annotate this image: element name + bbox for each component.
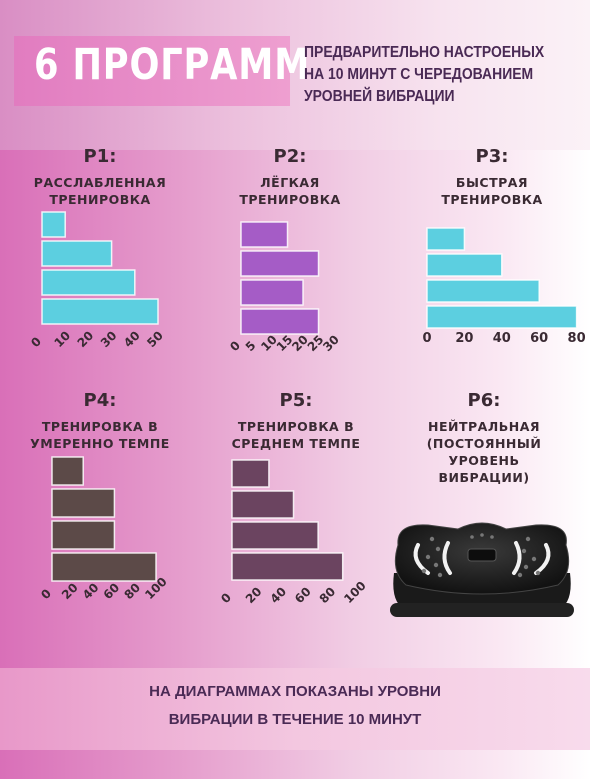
program-name-line: СРЕДНЕМ ТЕМПЕ <box>231 436 361 451</box>
subtitle-line: ПРЕДВАРИТЕЛЬНО НАСТРОЕНЫХ <box>304 44 545 61</box>
x-tick-label: 40 <box>267 584 289 606</box>
x-tick-label: 80 <box>568 331 586 346</box>
program-p1-label: P1: РАССЛАБЛЕННАЯ ТРЕНИРОВКА <box>0 146 200 208</box>
footer-line: ВИБРАЦИИ В ТЕЧЕНИЕ 10 МИНУТ <box>168 711 422 728</box>
program-code: P3: <box>475 146 509 167</box>
subtitle-line: УРОВНЕЙ ВИБРАЦИИ <box>304 88 455 105</box>
x-tick-label: 0 <box>218 590 234 606</box>
chart-bar <box>41 298 159 325</box>
chart-bar <box>231 490 295 519</box>
program-p4-label: P4: ТРЕНИРОВКА В УМЕРЕННО ТЕМПЕ <box>0 390 200 452</box>
chart-bar <box>426 227 466 251</box>
program-name-line: УМЕРЕННО ТЕМПЕ <box>30 436 170 451</box>
x-tick-label: 20 <box>243 584 265 606</box>
program-name-line: ТРЕНИРОВКА <box>49 192 151 207</box>
chart-bar <box>51 520 116 550</box>
x-tick-label: 40 <box>493 331 511 346</box>
chart-bar <box>240 250 320 277</box>
chart-bar <box>231 459 270 488</box>
chart-bar <box>240 279 304 306</box>
program-name-line: ЛЁГКАЯ <box>260 175 320 190</box>
chart-bar <box>51 488 116 518</box>
program-code: P2: <box>273 146 307 167</box>
chart-bar <box>51 456 84 486</box>
program-p5-label: P5: ТРЕНИРОВКА В СРЕДНЕМ ТЕМПЕ <box>196 390 396 452</box>
program-p6-label: P6: НЕЙТРАЛЬНАЯ (ПОСТОЯННЫЙ УРОВЕНЬ ВИБР… <box>384 390 584 486</box>
title-box <box>14 36 290 106</box>
footer-band <box>0 668 590 750</box>
program-name-line: УРОВЕНЬ <box>448 453 520 468</box>
footer-line: НА ДИАГРАММАХ ПОКАЗАНЫ УРОВНИ <box>149 683 441 700</box>
page-title: 6 ПРОГРАММ <box>34 40 311 90</box>
x-tick-label: 60 <box>530 331 548 346</box>
chart-bar <box>240 221 289 248</box>
chart-bar <box>240 308 320 335</box>
x-tick-label: 0 <box>422 331 431 346</box>
program-p3-label: P3: БЫСТРАЯ ТРЕНИРОВКА <box>392 146 590 208</box>
chart-bar <box>426 305 578 329</box>
page-subtitle: ПРЕДВАРИТЕЛЬНО НАСТРОЕНЫХ НА 10 МИНУТ С … <box>304 42 556 108</box>
vibration-platform-image <box>390 522 574 617</box>
chart-bar <box>41 240 113 267</box>
program-name-line: ТРЕНИРОВКА <box>239 192 341 207</box>
program-name-line: БЫСТРАЯ <box>455 175 529 190</box>
program-name-line: (ПОСТОЯННЫЙ <box>426 436 542 451</box>
program-p2-label: P2: ЛЁГКАЯ ТРЕНИРОВКА <box>190 146 390 208</box>
program-name-line: ТРЕНИРОВКА В <box>237 419 355 434</box>
chart-bar <box>231 521 319 550</box>
x-tick-label: 60 <box>292 584 314 606</box>
chart-bar <box>426 279 540 303</box>
program-name-line: РАССЛАБЛЕННАЯ <box>33 175 167 190</box>
program-name-line: ВИБРАЦИИ) <box>438 470 530 485</box>
program-code: P6: <box>467 390 501 411</box>
chart-bar <box>51 552 157 582</box>
chart-bar <box>231 552 344 581</box>
program-name-line: ТРЕНИРОВКА В <box>41 419 159 434</box>
subtitle-line: НА 10 МИНУТ С ЧЕРЕДОВАНИЕМ <box>304 66 534 83</box>
program-code: P4: <box>83 390 117 411</box>
chart-bar <box>41 211 66 238</box>
program-code: P5: <box>279 390 313 411</box>
program-name-line: ТРЕНИРОВКА <box>441 192 543 207</box>
x-tick-label: 20 <box>455 331 473 346</box>
x-tick-label: 80 <box>317 584 339 606</box>
program-name-line: НЕЙТРАЛЬНАЯ <box>428 419 540 434</box>
footer-note: НА ДИАГРАММАХ ПОКАЗАНЫ УРОВНИ ВИБРАЦИИ В… <box>0 678 590 734</box>
chart-bar <box>41 269 136 296</box>
x-tick-label: 100 <box>341 578 369 606</box>
chart-bar <box>426 253 503 277</box>
program-code: P1: <box>83 146 117 167</box>
